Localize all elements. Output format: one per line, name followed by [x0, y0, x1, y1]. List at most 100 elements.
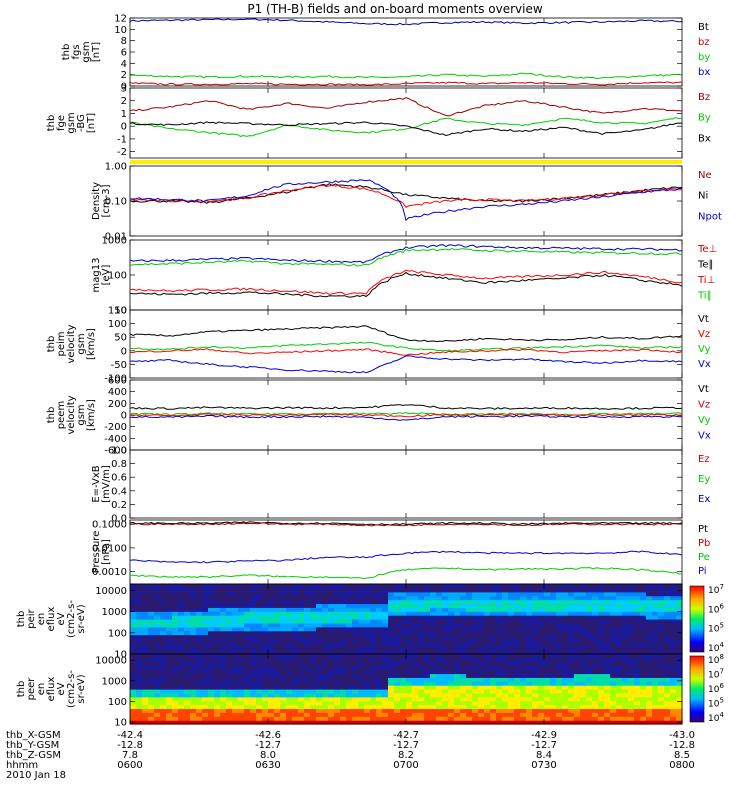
density-series-ni — [129, 183, 683, 204]
temp-legend-1: Te∥ — [697, 260, 714, 271]
efield-legend-1: Ey — [698, 474, 710, 485]
xaxis-tick-label: -42.4 — [117, 730, 143, 741]
pressure-series-pe — [129, 567, 682, 580]
xaxis-tick-label: -12.8 — [117, 740, 143, 751]
fge-series-bz — [129, 97, 683, 117]
xaxis-tick-label: -12.7 — [393, 740, 419, 751]
vi-ylabel-line: gsm — [76, 333, 87, 354]
efield-frame — [129, 449, 683, 519]
xaxis-tick-label: -12.7 — [255, 740, 281, 751]
efield-ylabel-line: E=-VxB — [91, 465, 102, 502]
peer-ylabel-line: en — [36, 683, 47, 696]
pressure-frame — [129, 519, 683, 585]
fgs-ytick-label: 0 — [121, 82, 127, 93]
vi-ytick-label: 150 — [108, 306, 127, 317]
peir-colorbar — [689, 585, 705, 653]
peir-ylabel-line: peir — [26, 608, 37, 628]
peer-ytick-label: 10 — [114, 718, 127, 729]
fgs-ytick-label: 6 — [121, 48, 127, 59]
pressure-series-pt — [129, 521, 683, 526]
ve-ytick-label: 600 — [108, 376, 127, 387]
vi-ytick-label: 50 — [114, 333, 127, 344]
peer-ylabel-line: peer — [26, 677, 37, 701]
vi-ytick-label: 0 — [121, 346, 127, 357]
fgs-series-by — [129, 72, 683, 80]
efield-ytick-label: 0.0 — [111, 514, 127, 525]
ve-series-vx — [129, 414, 683, 421]
peer-ylabel-line: thb — [16, 681, 27, 698]
pressure-legend-2: Pe — [698, 552, 710, 563]
pressure-ytick-label: 0.1000 — [92, 520, 127, 531]
pressure-legend-0: Pt — [698, 524, 708, 535]
xaxis-tick-label: 0600 — [117, 760, 142, 771]
temp-series-ti — [129, 244, 683, 264]
efield-ylabel: E=-VxB[mV/m] — [91, 465, 112, 503]
efield-ytick-label: 0.2 — [111, 500, 127, 511]
fgs-ytick-label: 8 — [121, 36, 127, 47]
panel-density: Density[cm-3] 0.01 0.10 1.00 Ne Ni Npot — [91, 162, 722, 243]
fgs-legend-0: Bt — [698, 22, 709, 33]
xaxis-tick-label: 7.8 — [122, 750, 138, 761]
temp-legend-0: Te⊥ — [697, 244, 717, 255]
peer-cbar-tick: 105 — [708, 697, 724, 710]
fge-ytick-label: -2 — [117, 147, 127, 158]
fgs-legend-3: bx — [698, 67, 710, 78]
fge-ytick-label: -1 — [117, 134, 127, 145]
peer-ylabel: thbpeerenefluxeV(cm2-s-sr-eV) — [16, 670, 87, 708]
vi-series-vy — [129, 341, 683, 352]
pressure-legend-1: Pb — [698, 538, 710, 549]
temp-frame — [129, 239, 683, 311]
peir-cbar-tick: 104 — [708, 641, 724, 654]
xaxis-tick-label: -42.9 — [531, 730, 557, 741]
peer-ytick-label: 1000 — [102, 676, 127, 687]
vi-series-vx — [129, 355, 683, 374]
fge-ytick-label: 1 — [121, 109, 127, 120]
ve-ytick-label: 400 — [108, 387, 127, 398]
peer-cbar-tick: 107 — [708, 668, 724, 681]
peer-colorbar — [689, 655, 705, 723]
peer-cbar-tick: 108 — [708, 653, 724, 666]
temp-series-ti — [129, 247, 683, 267]
xaxis-tick-label: 8.0 — [260, 750, 276, 761]
ve-ytick-label: 0 — [121, 411, 127, 422]
xaxis-tick-label: 0730 — [531, 760, 556, 771]
density-legend-0: Ne — [698, 170, 712, 181]
peer-ylabel-line: eflux — [46, 677, 57, 702]
density-ytick-label: 1.00 — [105, 162, 127, 173]
pressure-ylabel: Pressure[nPa] — [91, 531, 112, 574]
density-ytick-label: 0.10 — [105, 197, 127, 208]
peir-ylabel-line: (cm2-s- — [66, 600, 77, 638]
pressure-ylabel-line: Pressure — [91, 531, 102, 574]
fgs-frame — [129, 17, 683, 87]
fge-ylabel-line: -BG — [76, 114, 87, 132]
temp-legend-2: Ti⊥ — [697, 275, 715, 286]
temp-ytick-label: 100 — [108, 271, 127, 282]
fgs-legend-2: by — [698, 52, 710, 63]
fge-legend-2: Bx — [698, 133, 711, 144]
peir-cbar-tick: 105 — [708, 622, 724, 635]
ve-ylabel: thbpeemvelocitygsm[km/s] — [46, 395, 97, 434]
fgs-ytick-label: 2 — [121, 70, 127, 81]
fge-ylabel: thbfgegsm-BG[nT] — [46, 112, 97, 133]
fge-ylabel-line: gsm — [66, 112, 77, 133]
vi-legend-0: Vt — [698, 314, 709, 325]
peir-cbar-tick: 106 — [708, 602, 724, 615]
temp-series-te — [129, 269, 683, 295]
peer-ytick-label: 100 — [108, 697, 127, 708]
vi-ylabel-line: [km/s] — [86, 328, 97, 360]
peer-cbar-tick: 104 — [708, 711, 724, 724]
xaxis-tick-label: 0700 — [393, 760, 418, 771]
xaxis-row-label: hhmm — [6, 760, 38, 771]
panel-peir: thbpeirenefluxeV(cm2-s-sr-eV) 104 105 106 10… — [16, 583, 724, 661]
fge-ylabel-line: [nT] — [86, 113, 97, 133]
vi-frame — [129, 309, 683, 379]
xaxis-tick-label: 8.5 — [674, 750, 690, 761]
ve-ylabel-line: thb — [46, 407, 57, 424]
ve-ylabel-line: velocity — [66, 395, 77, 434]
fgs-ylabel-line: fgs — [71, 44, 82, 59]
efield-ytick-label: 0.8 — [111, 459, 127, 470]
ve-ylabel-line: gsm — [76, 404, 87, 425]
